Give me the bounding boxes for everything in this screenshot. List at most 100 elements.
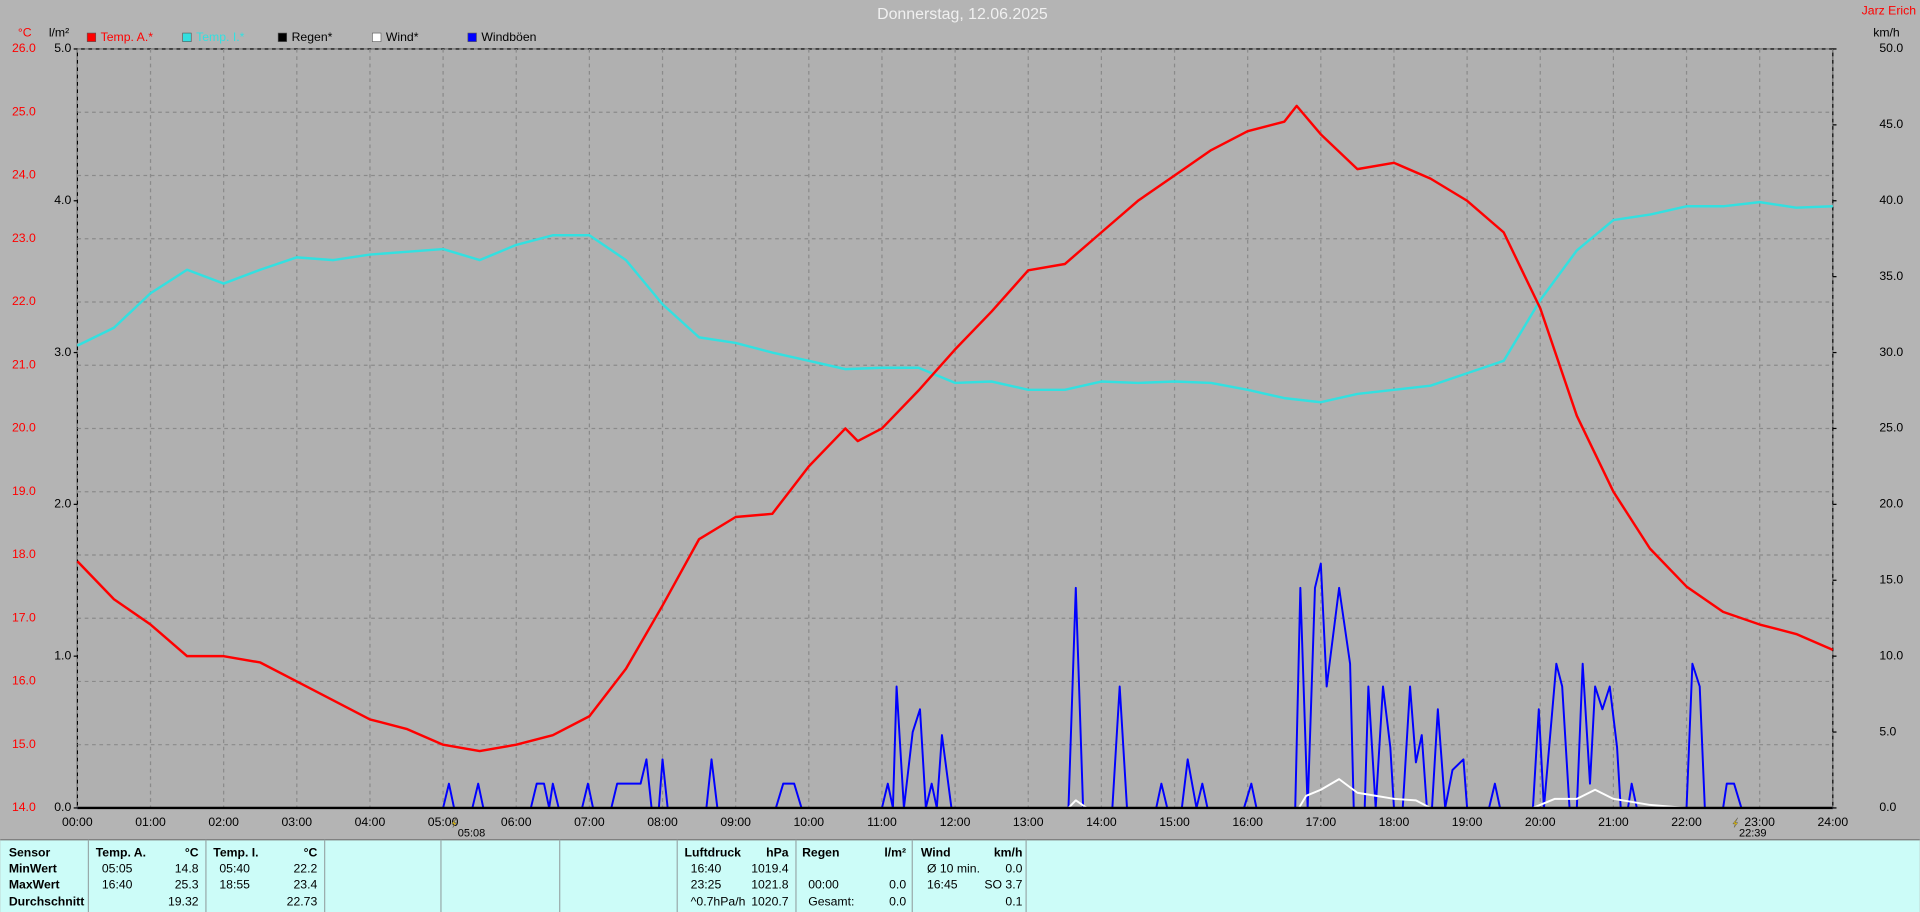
legend-label: Temp. I.* bbox=[196, 30, 245, 44]
y2-axis-unit: l/m² bbox=[49, 25, 69, 39]
table-header: Luftdruck bbox=[685, 845, 742, 859]
y3-tick-label: 15.0 bbox=[1879, 572, 1903, 586]
x-tick-label: 11:00 bbox=[867, 815, 897, 829]
stats-panel bbox=[0, 839, 1920, 912]
x-tick-label: 21:00 bbox=[1598, 815, 1629, 829]
table-cell: 0.0 bbox=[889, 877, 906, 891]
y-tick-label: 26.0 bbox=[12, 41, 36, 55]
table-cell: 1019.4 bbox=[751, 861, 789, 875]
row-label: Durchschnitt bbox=[9, 894, 84, 908]
series-line bbox=[76, 200, 1833, 404]
y2-tick-label: 1.0 bbox=[54, 648, 71, 662]
table-cell: Ø 10 min. bbox=[927, 861, 980, 875]
label-layer: 00:00 01:00 02:00 03:00 04:00 05:00 06:00 07:00… bbox=[9, 30, 1903, 912]
x-tick-label: 06:00 bbox=[501, 815, 532, 829]
source-label: Jarz Erich bbox=[1862, 3, 1917, 17]
x-tick-label: 15:00 bbox=[1159, 815, 1190, 829]
y-tick-label: 18.0 bbox=[12, 547, 36, 561]
table-header: hPa bbox=[766, 845, 789, 859]
legend-label: Wind* bbox=[386, 30, 419, 44]
x-tick-label: 05:00 bbox=[428, 815, 459, 829]
legend-swatch bbox=[277, 32, 288, 42]
event-label: 05:08 bbox=[458, 828, 486, 840]
y-tick-label: 15.0 bbox=[12, 737, 36, 751]
table-cell: 23:25 bbox=[691, 877, 722, 891]
y-tick-label: 25.0 bbox=[12, 104, 36, 118]
y2-tick-label: 3.0 bbox=[54, 345, 71, 359]
table-cell: 05:40 bbox=[219, 861, 250, 875]
table-header: Temp. A. bbox=[96, 845, 146, 859]
table-cell: 00:00 bbox=[808, 877, 839, 891]
y-tick-label: 14.0 bbox=[12, 800, 36, 814]
y-tick-label: 19.0 bbox=[12, 484, 36, 498]
legend-label: Temp. A.* bbox=[101, 30, 154, 44]
x-tick-label: 23:00 bbox=[1744, 815, 1775, 829]
event-icon bbox=[451, 817, 457, 828]
x-tick-label: 22:00 bbox=[1671, 815, 1702, 829]
y3-tick-label: 35.0 bbox=[1879, 269, 1903, 283]
table-cell: 0.0 bbox=[889, 894, 906, 908]
x-tick-label: 04:00 bbox=[355, 815, 386, 829]
table-cell: Gesamt: bbox=[808, 894, 854, 908]
y-axis-unit: °C bbox=[18, 25, 32, 39]
y3-tick-label: 50.0 bbox=[1879, 41, 1903, 55]
x-tick-label: 24:00 bbox=[1818, 815, 1849, 829]
y3-tick-label: 40.0 bbox=[1879, 193, 1903, 207]
row-label: MaxWert bbox=[9, 877, 60, 891]
table-cell: 1020.7 bbox=[751, 894, 789, 908]
y-tick-label: 16.0 bbox=[12, 674, 36, 688]
y2-tick-label: 2.0 bbox=[54, 497, 71, 511]
legend-label: Windböen bbox=[481, 30, 536, 44]
y2-tick-label: 5.0 bbox=[54, 41, 71, 55]
y-tick-label: 20.0 bbox=[12, 421, 36, 435]
x-tick-label: 20:00 bbox=[1525, 815, 1556, 829]
y2-tick-label: 4.0 bbox=[54, 193, 71, 207]
y3-tick-label: 45.0 bbox=[1879, 117, 1903, 131]
table-header: Regen bbox=[802, 845, 839, 859]
x-tick-label: 03:00 bbox=[281, 815, 312, 829]
table-cell: 16:40 bbox=[691, 861, 722, 875]
y-tick-label: 23.0 bbox=[12, 231, 36, 245]
legend-swatch bbox=[182, 32, 192, 42]
table-cell: 19.32 bbox=[168, 894, 199, 908]
legend-swatch bbox=[86, 32, 97, 42]
x-tick-label: 14:00 bbox=[1086, 815, 1117, 829]
series-line bbox=[76, 104, 1834, 753]
x-tick-label: 16:00 bbox=[1232, 815, 1263, 829]
table-header: l/m² bbox=[884, 845, 906, 859]
row-label: MinWert bbox=[9, 861, 57, 875]
table-header: °C bbox=[304, 845, 318, 859]
legend-label: Regen* bbox=[292, 30, 333, 44]
legend-swatch bbox=[467, 32, 477, 42]
table-cell: 16:45 bbox=[927, 877, 958, 891]
x-tick-label: 07:00 bbox=[574, 815, 605, 829]
x-tick-label: 12:00 bbox=[940, 815, 971, 829]
table-cell: 22.73 bbox=[287, 894, 318, 908]
chart-title: Donnerstag, 12.06.2025 bbox=[877, 6, 1048, 23]
table-header: Temp. I. bbox=[213, 845, 258, 859]
x-tick-label: 17:00 bbox=[1306, 815, 1337, 829]
x-tick-label: 01:00 bbox=[135, 815, 166, 829]
x-tick-label: 10:00 bbox=[794, 815, 825, 829]
y3-tick-label: 25.0 bbox=[1879, 421, 1903, 435]
table-cell: SO 3.7 bbox=[984, 877, 1022, 891]
table-header: km/h bbox=[994, 845, 1023, 859]
table-header: °C bbox=[185, 845, 199, 859]
series-layer bbox=[76, 104, 1834, 810]
y3-axis-unit: km/h bbox=[1873, 25, 1900, 39]
table-cell: 23.4 bbox=[294, 877, 318, 891]
table-cell: ^0.7hPa/h bbox=[691, 894, 746, 908]
y-tick-label: 17.0 bbox=[12, 610, 36, 624]
y3-tick-label: 30.0 bbox=[1879, 345, 1903, 359]
table-cell: 16:40 bbox=[102, 877, 133, 891]
y3-tick-label: 10.0 bbox=[1879, 648, 1903, 662]
x-tick-label: 13:00 bbox=[1013, 815, 1044, 829]
y3-tick-label: 5.0 bbox=[1879, 724, 1896, 738]
x-tick-label: 18:00 bbox=[1379, 815, 1410, 829]
table-cell: 1021.8 bbox=[751, 877, 789, 891]
table-cell: 18:55 bbox=[219, 877, 250, 891]
x-tick-label: 00:00 bbox=[62, 815, 93, 829]
table-cell: 14.8 bbox=[175, 861, 199, 875]
